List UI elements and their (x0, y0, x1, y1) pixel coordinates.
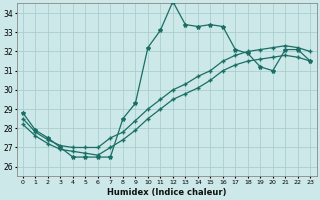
X-axis label: Humidex (Indice chaleur): Humidex (Indice chaleur) (107, 188, 226, 197)
